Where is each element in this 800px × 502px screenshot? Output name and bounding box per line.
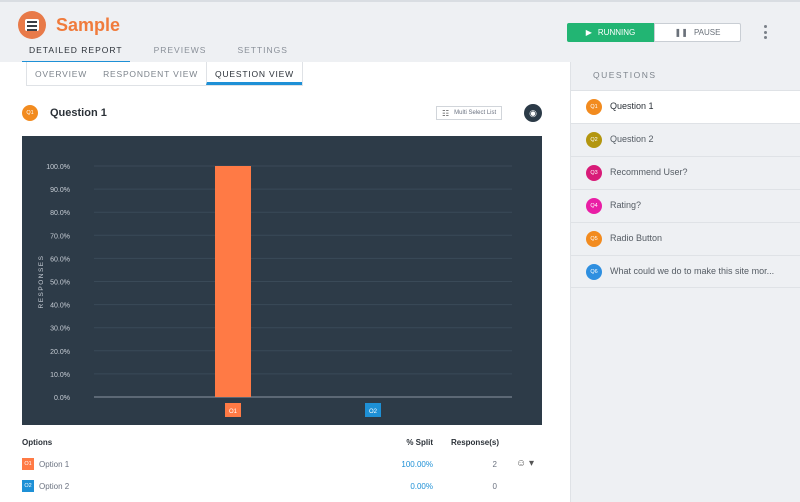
y-tick-label: 60.0% [50, 256, 70, 263]
eye-icon[interactable]: ◉ [524, 104, 542, 122]
sidebar-item-q6[interactable]: Q6 What could we do to make this site mo… [571, 255, 800, 288]
question-label: Recommend User? [610, 167, 688, 177]
sidebar-item-q1[interactable]: Q1 Question 1 [571, 90, 800, 123]
option-name: Option 2 [39, 482, 70, 491]
y-tick-label: 70.0% [50, 233, 70, 240]
question-badge: Q4 [586, 198, 602, 214]
option-responses: 2 [492, 460, 497, 469]
tab-respondent-view[interactable]: RESPONDENT VIEW [103, 69, 199, 79]
option-tag: O1 [22, 458, 34, 470]
sidebar-item-q4[interactable]: Q4 Rating? [571, 189, 800, 222]
pause-button[interactable]: ❚❚ PAUSE [654, 23, 741, 42]
sub-tabs: OVERVIEW RESPONDENT VIEW QUESTION VIEW [26, 62, 303, 86]
list-icon: ☷ [442, 108, 450, 118]
question-type-label: Multi Select List [454, 110, 497, 116]
questions-sidebar: QUESTIONS Q1 Question 1 Q2 Question 2 Q3… [570, 62, 800, 502]
chart-svg: 0.0% 10.0% 20.0% 30.0% 40.0% 50.0% 60.0% 70.0% 8… [38, 164, 512, 417]
x-tick-label: O1 [229, 409, 238, 415]
responses-chart: 0.0% 10.0% 20.0% 30.0% 40.0% 50.0% 60.0% 70.0% 8… [22, 136, 542, 425]
tab-settings[interactable]: SETTINGS [237, 45, 288, 55]
sidebar-item-q3[interactable]: Q3 Recommend User? [571, 156, 800, 189]
survey-icon [18, 11, 46, 39]
question-badge: Q6 [586, 264, 602, 280]
y-tick-label: 20.0% [50, 349, 70, 356]
y-tick-label: 80.0% [50, 210, 70, 217]
question-list: Q1 Question 1 Q2 Question 2 Q3 Recommend… [571, 90, 800, 288]
sidebar-item-q5[interactable]: Q5 Radio Button [571, 222, 800, 255]
option-tag: O2 [22, 480, 34, 492]
sidebar-title: QUESTIONS [593, 70, 657, 80]
running-label: RUNNING [597, 28, 636, 37]
question-label: Rating? [610, 200, 642, 210]
question-label: What could we do to make this site mor..… [610, 266, 775, 276]
question-badge: Q3 [586, 165, 602, 181]
tab-question-view[interactable]: QUESTION VIEW [206, 62, 302, 85]
running-button[interactable]: ▶ RUNNING [567, 23, 654, 42]
question-badge: Q5 [586, 231, 602, 247]
col-options: Options [22, 438, 53, 447]
question-label: Radio Button [610, 233, 663, 243]
x-tick-tag [225, 403, 241, 417]
y-tick-label: 50.0% [50, 280, 70, 287]
y-tick-label: 90.0% [50, 187, 70, 194]
play-icon: ▶ [585, 28, 592, 37]
tab-overview[interactable]: OVERVIEW [35, 69, 88, 79]
question-badge: Q1 [22, 105, 38, 121]
y-tick-label: 30.0% [50, 326, 70, 333]
col-split: % Split [406, 438, 433, 447]
y-tick-label: 10.0% [50, 372, 70, 379]
options-table-header: Options % Split Response(s) [22, 438, 542, 450]
question-title: Question 1 [50, 107, 107, 119]
comment-dropdown-icon[interactable]: ☺ ▾ [515, 458, 534, 469]
question-badge: Q1 [586, 99, 602, 115]
tab-previews[interactable]: PREVIEWS [153, 45, 207, 55]
x-tick-label: O2 [369, 409, 378, 415]
pause-icon: ❚❚ [674, 28, 688, 37]
option-split: 0.00% [410, 482, 433, 491]
app-title: Sample [56, 15, 121, 35]
x-tick-tag [365, 403, 381, 417]
run-control-group: ▶ RUNNING ❚❚ PAUSE [567, 23, 741, 42]
question-badge: Q2 [586, 132, 602, 148]
sidebar-item-q2[interactable]: Q2 Question 2 [571, 123, 800, 156]
bar-o1 [215, 166, 251, 397]
option-name: Option 1 [39, 460, 70, 469]
top-header: Sample DETAILED REPORT PREVIEWS SETTINGS… [0, 0, 800, 64]
y-tick-label: 100.0% [46, 164, 70, 171]
question-type-tag: ☷ Multi Select List [436, 106, 503, 120]
option-split: 100.00% [401, 460, 433, 469]
option-row: O2 Option 2 0.00% 0 [22, 480, 542, 494]
option-responses: 0 [492, 482, 497, 491]
option-row: O1 Option 1 100.00% 2 ☺ ▾ [22, 458, 542, 472]
y-tick-label: 0.0% [54, 395, 70, 402]
more-options-icon[interactable] [760, 22, 770, 42]
report-content: OVERVIEW RESPONDENT VIEW QUESTION VIEW Q… [0, 62, 570, 502]
question-label: Question 1 [610, 101, 654, 111]
pause-label: PAUSE [693, 28, 721, 37]
col-responses: Response(s) [450, 438, 499, 447]
y-tick-label: 40.0% [50, 303, 70, 310]
y-axis-label: RESPONSES [38, 255, 45, 309]
question-header: Q1 Question 1 ☷ Multi Select List ◉ [22, 104, 544, 124]
question-label: Question 2 [610, 134, 654, 144]
